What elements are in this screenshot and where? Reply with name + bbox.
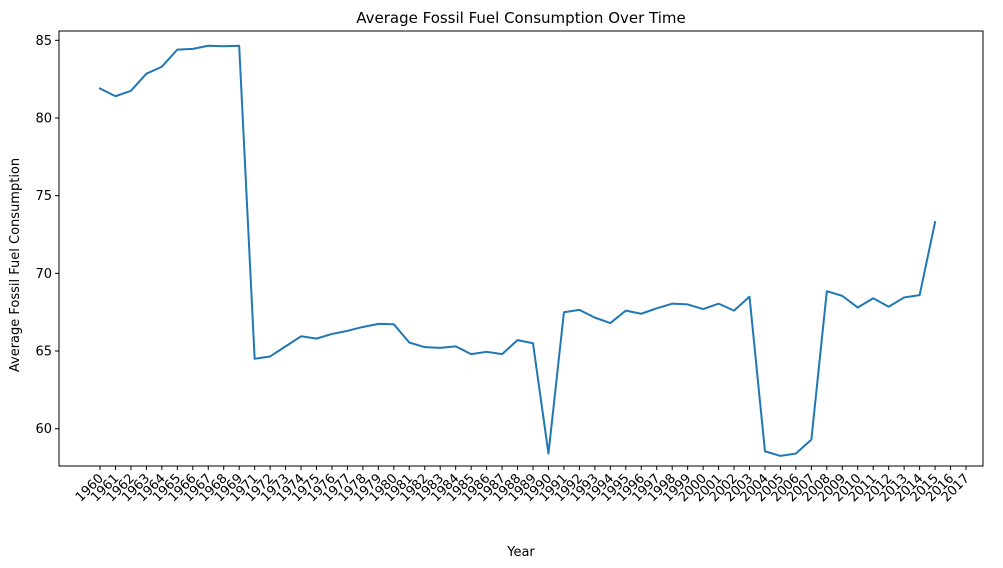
plot-area: 60 65 70 75 80 85 196019611962196319641965196… <box>35 30 984 505</box>
plot-frame <box>58 30 984 467</box>
y-tick-label: 75 <box>35 189 52 204</box>
y-tick-label: 80 <box>35 112 52 127</box>
series-line <box>98 44 937 457</box>
y-tick-label: 60 <box>35 422 52 437</box>
y-axis: 60 65 70 75 80 85 <box>35 34 59 437</box>
x-axis: 1960196119621963196419651966196719681969… <box>73 466 973 505</box>
chart-title: Average Fossil Fuel Consumption Over Tim… <box>356 9 686 27</box>
y-tick-label: 65 <box>35 345 52 360</box>
x-axis-label: Year <box>506 545 535 560</box>
y-tick-label: 70 <box>35 267 52 282</box>
y-axis-label: Average Fossil Fuel Consumption <box>8 158 23 372</box>
series-group <box>98 44 937 457</box>
y-tick-label: 85 <box>35 34 52 49</box>
